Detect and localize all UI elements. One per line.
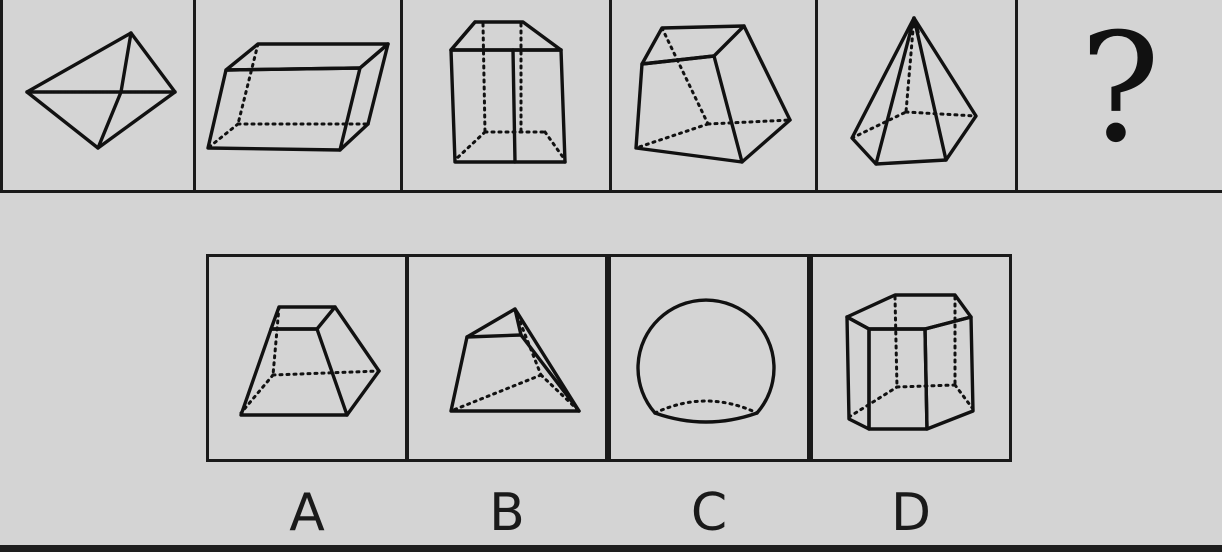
sequence-cell-6: ?: [1018, 0, 1222, 193]
option-a-box[interactable]: [206, 254, 408, 462]
hexagonal-prism-icon: [845, 293, 975, 431]
option-c-box[interactable]: [608, 254, 810, 462]
option-c-label: C: [690, 483, 728, 543]
option-d-label: D: [890, 483, 932, 543]
question-sequence: ?: [0, 0, 1222, 196]
sequence-cell-3: [403, 0, 612, 193]
sequence-cell-5: [818, 0, 1018, 193]
answer-options: [206, 254, 1012, 464]
triangular-frustum-icon: [449, 307, 581, 413]
pentagonal-pyramid-icon: [850, 16, 978, 166]
frustum-box-icon: [449, 20, 567, 164]
sequence-cell-2: [196, 0, 403, 193]
bottom-border: [0, 545, 1222, 552]
question-mark: ?: [1079, 2, 1161, 176]
option-a-label: A: [289, 483, 325, 543]
option-d-box[interactable]: [810, 254, 1012, 462]
sequence-cell-4: [612, 0, 818, 193]
sequence-cell-1: [0, 0, 196, 193]
option-b-label: B: [489, 483, 525, 543]
truncated-pyramid-icon: [239, 305, 381, 417]
irregular-prism-icon: [634, 24, 792, 164]
parallelepiped-icon: [206, 42, 390, 152]
triangular-bipyramid-icon: [25, 31, 177, 150]
truncated-sphere-icon: [636, 298, 776, 424]
option-b-box[interactable]: [406, 254, 608, 462]
